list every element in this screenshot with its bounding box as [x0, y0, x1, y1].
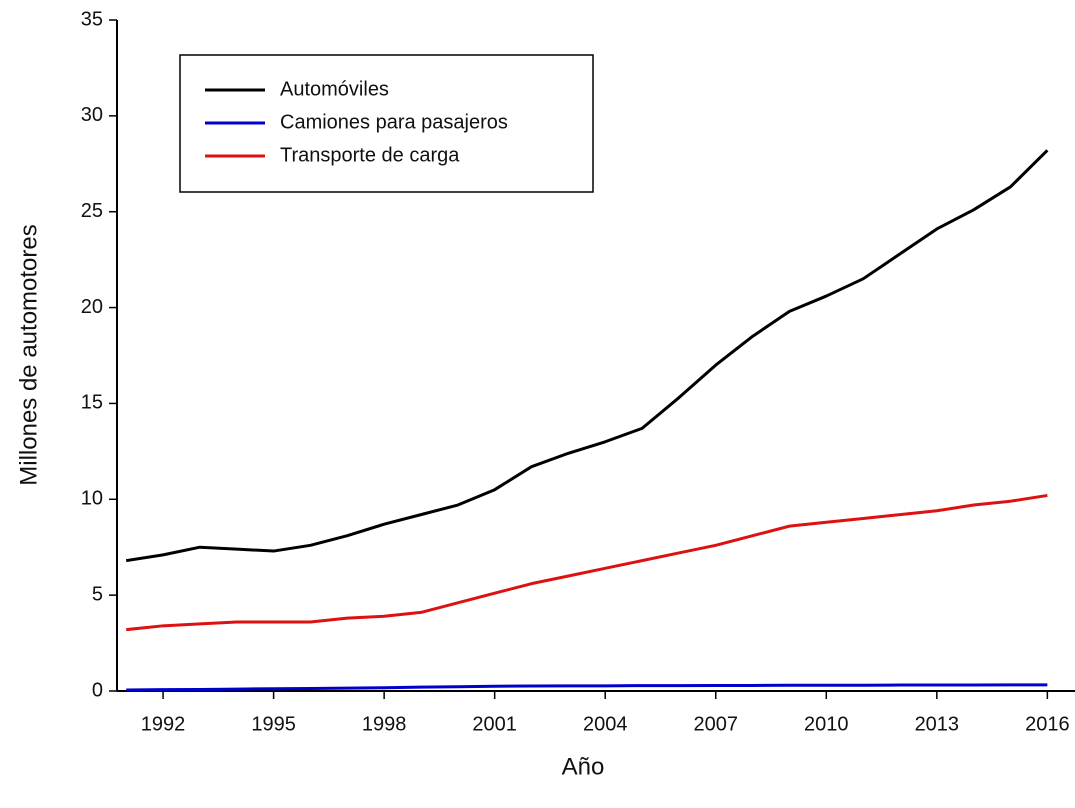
- data-line: [126, 683, 1048, 692]
- y-tick-label: 10: [81, 488, 103, 510]
- x-tick-label: 1998: [362, 713, 407, 735]
- y-tick-label: 0: [92, 679, 103, 701]
- legend-label: Camiones para pasajeros: [280, 111, 508, 133]
- legend-label: Automóviles: [280, 78, 389, 100]
- y-tick-label: 15: [81, 392, 103, 414]
- legend-label: Transporte de carga: [280, 144, 460, 166]
- x-tick-label: 2013: [915, 713, 960, 735]
- x-tick-label: 2010: [804, 713, 849, 735]
- x-tick-label: 1995: [251, 713, 296, 735]
- x-tick-label: 2016: [1025, 713, 1070, 735]
- x-axis-label: Año: [562, 753, 605, 780]
- x-tick-label: 2004: [583, 713, 628, 735]
- x-tick-label: 1992: [141, 713, 186, 735]
- y-tick-label: 25: [81, 200, 103, 222]
- data-line: [125, 149, 1049, 563]
- x-tick-label: 2007: [694, 713, 739, 735]
- data-line: [126, 493, 1048, 632]
- y-tick-label: 30: [81, 104, 103, 126]
- x-tick-label: 2001: [472, 713, 517, 735]
- y-tick-label: 35: [81, 8, 103, 30]
- y-axis-label: Millones de automotores: [15, 224, 42, 485]
- y-tick-label: 5: [92, 583, 103, 605]
- y-tick-label: 20: [81, 296, 103, 318]
